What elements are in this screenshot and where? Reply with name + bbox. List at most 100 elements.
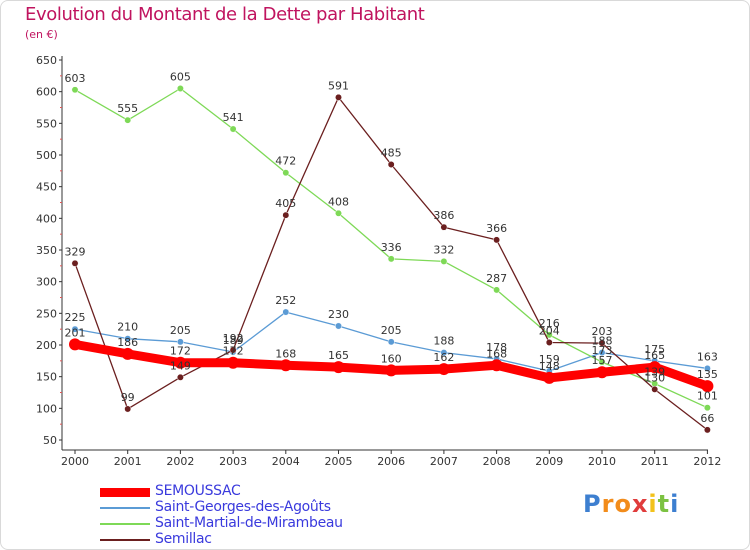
data-label: 149 [170,359,191,372]
legend-label: Semillac [155,531,212,547]
data-label: 165 [644,349,665,362]
data-label: 192 [223,332,244,345]
data-point-3 [71,259,79,267]
data-label: 591 [328,79,349,92]
data-label: 332 [433,243,454,256]
data-label: 472 [275,155,296,168]
data-label: 160 [381,352,402,365]
data-point-0 [648,361,661,374]
chart-subtitle: (en €) [25,28,58,41]
data-point-0 [332,361,345,374]
data-label: 189 [223,334,244,347]
data-label: 252 [275,294,296,307]
data-label: 204 [539,324,560,337]
data-point-2 [335,209,342,217]
data-label: 329 [65,245,86,258]
data-point-0 [227,356,240,369]
data-point-3 [440,223,448,231]
y-tick-label: 50 [43,434,57,447]
data-label: 175 [644,343,665,356]
data-label: 135 [697,368,718,381]
data-label: 168 [275,347,296,360]
logo-letter: i [648,490,658,518]
data-label: 336 [381,241,402,254]
data-point-3 [387,161,395,168]
data-label: 186 [117,336,138,349]
data-point-1 [335,322,342,330]
data-point-0 [543,371,556,384]
x-tick-label: 2006 [377,455,405,468]
logo-letter: x [631,490,649,518]
x-tick-label: 2005 [325,455,353,468]
data-point-2 [229,125,237,133]
y-tick-label: 500 [36,149,57,162]
data-point-2 [176,85,184,92]
data-point-2 [387,255,395,263]
y-tick-label: 150 [36,371,57,384]
logo-letter: i [670,490,680,518]
data-point-3 [124,405,132,413]
data-point-3 [229,346,237,354]
x-tick-label: 2008 [483,455,511,468]
data-label: 216 [539,317,560,330]
legend-label: SEMOUSSAC [155,483,241,499]
x-tick-label: 2003 [219,455,247,468]
data-label: 172 [223,345,244,358]
data-point-0 [437,363,450,376]
data-point-3 [545,339,553,346]
data-label: 225 [65,311,86,324]
data-point-1 [282,308,290,316]
data-point-3 [335,93,342,101]
data-label: 157 [592,354,613,367]
data-label: 205 [170,324,191,337]
data-label: 386 [433,209,454,222]
y-tick-label: 650 [36,54,57,67]
data-label: 408 [328,195,349,208]
data-label: 541 [223,111,244,124]
legend-label: Saint-Martial-de-Mirambeau [155,515,343,531]
y-tick-label: 200 [36,339,57,352]
y-tick-label: 100 [36,402,57,415]
data-point-2 [598,358,606,366]
logo-letter: r [601,490,615,518]
data-label: 230 [328,308,349,321]
data-point-0 [174,356,187,369]
x-tick-label: 2000 [61,455,89,468]
data-label: 163 [697,350,718,363]
data-point-2 [282,169,290,177]
data-label: 168 [486,347,507,360]
data-point-3 [598,339,606,347]
data-label: 603 [65,72,86,85]
data-point-0 [385,364,398,377]
data-point-3 [282,211,290,219]
y-tick-label: 350 [36,244,57,257]
data-point-1 [598,349,606,357]
x-tick-label: 2009 [535,455,563,468]
data-label: 173 [592,344,613,357]
data-label: 172 [170,345,191,358]
data-label: 99 [121,391,135,404]
y-tick-label: 600 [36,86,57,99]
data-label: 130 [644,371,665,384]
data-label: 201 [65,326,86,339]
y-tick-label: 250 [36,307,57,320]
logo-letter: P [583,490,602,518]
x-tick-label: 2002 [166,455,194,468]
y-tick-label: 300 [36,276,57,289]
data-point-1 [387,338,395,346]
data-point-0 [69,338,81,351]
data-label: 405 [275,197,296,210]
data-label: 203 [592,325,613,338]
data-point-2 [493,286,501,294]
data-label: 165 [328,349,349,362]
data-label: 366 [486,222,507,235]
x-tick-label: 2001 [114,455,142,468]
data-label: 159 [539,353,560,366]
data-point-1 [71,325,79,333]
legend-label: Saint-Georges-des-Agoûts [155,499,331,515]
x-tick-label: 2007 [430,455,458,468]
data-label: 287 [486,272,507,285]
logo-letter: t [657,490,671,518]
